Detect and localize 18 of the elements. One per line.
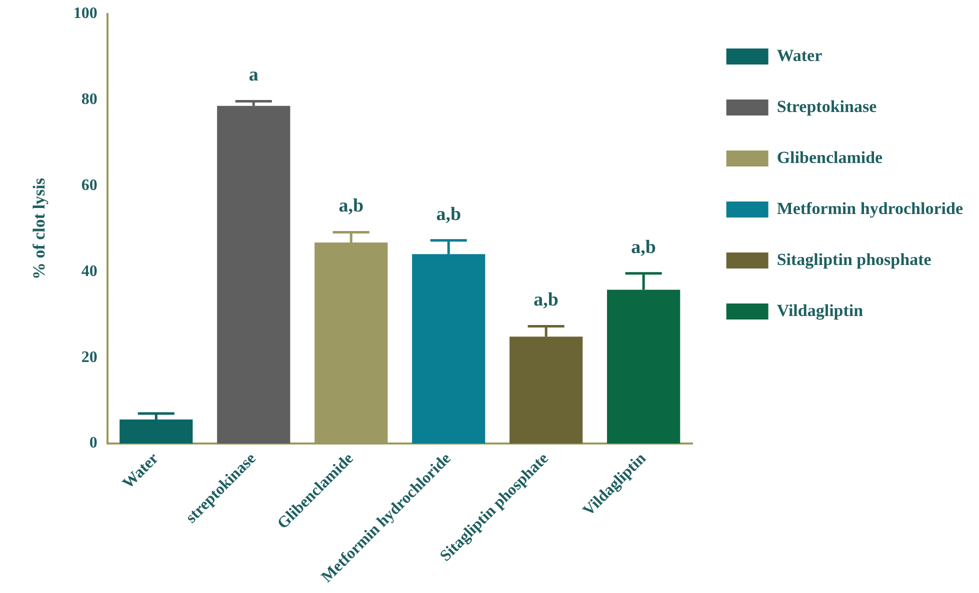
y-tick-label: 100 <box>73 5 98 22</box>
y-axis-title: % of clot lysis <box>30 178 49 280</box>
y-tick-label: 80 <box>81 91 98 108</box>
annotation: a,b <box>338 196 364 217</box>
legend-label: Water <box>776 46 823 65</box>
legend-label: Streptokinase <box>776 96 878 116</box>
annotation: a,b <box>631 236 656 258</box>
y-tick-label: 60 <box>81 176 98 194</box>
y-tick-label: 0 <box>89 434 98 452</box>
y-tick-label: 40 <box>81 262 98 280</box>
annotation: a,b <box>436 204 462 225</box>
annotation: a <box>248 64 259 86</box>
legend-label: Sitagliptin phosphate <box>776 250 932 269</box>
legend-label: Glibenclamide <box>776 148 884 167</box>
legend-label: Vildagliptin <box>776 300 864 320</box>
annotation: a,b <box>534 290 558 311</box>
y-tick-label: 20 <box>81 348 98 366</box>
legend-label: Metformin hydrochloride <box>776 198 964 218</box>
